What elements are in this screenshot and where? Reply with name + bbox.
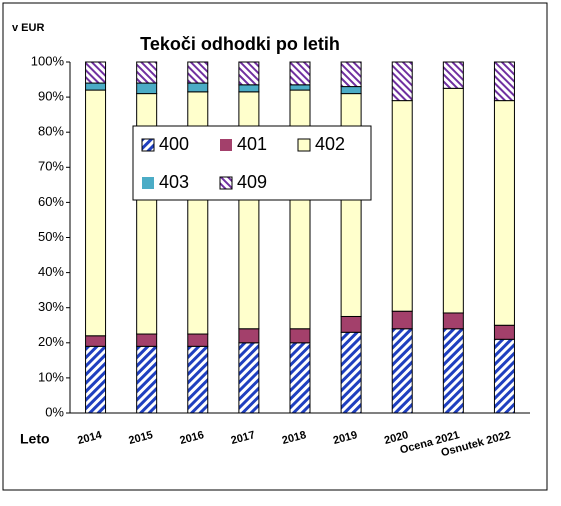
y-tick-label: 20% [38, 334, 64, 349]
y-tick-label: 10% [38, 369, 64, 384]
legend-swatch [297, 138, 311, 152]
y-tick-label: 70% [38, 159, 64, 174]
bar-segment [187, 61, 209, 84]
bar-segment [136, 61, 158, 84]
bar-segment [289, 61, 311, 86]
bar-segment [391, 100, 413, 312]
bar-segment [238, 61, 260, 86]
y-tick-label: 50% [38, 229, 64, 244]
bar-segment [391, 61, 413, 102]
bar-segment [238, 84, 260, 93]
bar-segment [289, 328, 311, 344]
y-tick-label: 90% [38, 89, 64, 104]
bar-segment [85, 345, 107, 414]
bar-segment [136, 333, 158, 347]
x-tick-label: 2017 [230, 429, 257, 447]
bar-segment [442, 61, 464, 89]
bar-segment [493, 61, 515, 102]
y-tick-label: 100% [31, 53, 65, 68]
bar-segment [187, 333, 209, 347]
bar-segment [493, 100, 515, 326]
legend-swatch [220, 139, 232, 151]
bar-segment [187, 82, 209, 93]
bar-segment [136, 345, 158, 414]
x-tick-label: 2016 [179, 429, 206, 447]
bar-segment [493, 324, 515, 340]
bar-segment [442, 328, 464, 414]
legend-label: 403 [159, 172, 189, 192]
unit-label: v EUR [12, 22, 44, 34]
bar-segment [187, 345, 209, 414]
frame [2, 2, 548, 491]
bar-segment [340, 315, 362, 333]
legend-swatch [142, 177, 154, 189]
legend-label: 400 [159, 134, 189, 154]
x-axis-label: Leto [20, 431, 50, 447]
bar-segment [289, 342, 311, 414]
y-tick-label: 0% [45, 404, 64, 419]
bar-segment [340, 331, 362, 414]
bar-segment [442, 312, 464, 330]
legend-box [132, 125, 372, 201]
y-tick-label: 40% [38, 264, 64, 279]
x-tick-label: 2018 [281, 429, 308, 447]
bar-segment [340, 61, 362, 88]
bar-segment [85, 335, 107, 347]
legend-swatch [141, 138, 155, 152]
bar-segment [238, 342, 260, 414]
bar-segment [136, 82, 158, 95]
bar-segment [238, 328, 260, 344]
y-tick-label: 80% [38, 124, 64, 139]
bar-segment [391, 328, 413, 414]
x-tick-label: 2015 [127, 429, 154, 447]
bar-segment [442, 87, 464, 314]
chart-title: Tekoči odhodki po letih [140, 34, 340, 54]
bar-segment [85, 89, 107, 337]
legend-label: 402 [315, 134, 345, 154]
bar-segment [493, 338, 515, 414]
bar-segment [340, 86, 362, 95]
legend-label: 401 [237, 134, 267, 154]
bar-segment [85, 82, 107, 91]
y-tick-label: 60% [38, 194, 64, 209]
y-tick-label: 30% [38, 299, 64, 314]
legend-label: 409 [237, 172, 267, 192]
bar-segment [85, 61, 107, 84]
x-tick-label: 2019 [332, 429, 359, 447]
legend-swatch [219, 176, 233, 190]
bar-segment [289, 84, 311, 91]
bar-segment [391, 310, 413, 330]
x-tick-label: 2014 [76, 429, 104, 447]
